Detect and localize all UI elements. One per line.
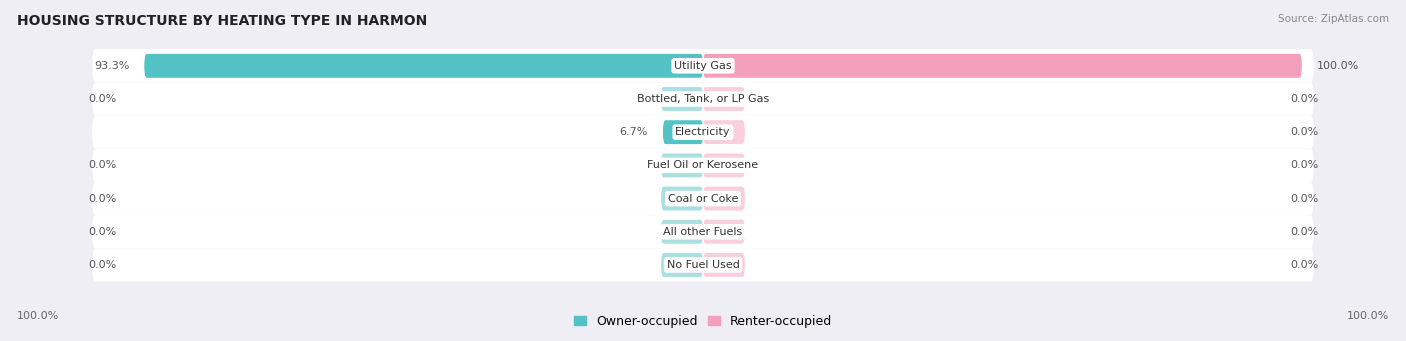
FancyBboxPatch shape bbox=[145, 54, 703, 78]
Text: 0.0%: 0.0% bbox=[1289, 127, 1317, 137]
FancyBboxPatch shape bbox=[661, 87, 703, 111]
FancyBboxPatch shape bbox=[93, 215, 1313, 248]
FancyBboxPatch shape bbox=[703, 253, 745, 277]
Text: 0.0%: 0.0% bbox=[1289, 94, 1317, 104]
Text: Electricity: Electricity bbox=[675, 127, 731, 137]
FancyBboxPatch shape bbox=[703, 187, 745, 210]
FancyBboxPatch shape bbox=[93, 116, 1313, 149]
Text: Coal or Coke: Coal or Coke bbox=[668, 194, 738, 204]
Text: 100.0%: 100.0% bbox=[1317, 61, 1360, 71]
Text: 100.0%: 100.0% bbox=[17, 311, 59, 321]
FancyBboxPatch shape bbox=[661, 153, 703, 177]
Text: 0.0%: 0.0% bbox=[89, 160, 117, 170]
Text: Utility Gas: Utility Gas bbox=[675, 61, 731, 71]
Text: 0.0%: 0.0% bbox=[89, 194, 117, 204]
Text: 93.3%: 93.3% bbox=[94, 61, 129, 71]
Legend: Owner-occupied, Renter-occupied: Owner-occupied, Renter-occupied bbox=[574, 315, 832, 328]
Text: Fuel Oil or Kerosene: Fuel Oil or Kerosene bbox=[647, 160, 759, 170]
FancyBboxPatch shape bbox=[93, 49, 1313, 83]
FancyBboxPatch shape bbox=[703, 220, 745, 244]
Text: 6.7%: 6.7% bbox=[620, 127, 648, 137]
Text: 100.0%: 100.0% bbox=[1347, 311, 1389, 321]
Text: 0.0%: 0.0% bbox=[89, 94, 117, 104]
FancyBboxPatch shape bbox=[661, 220, 703, 244]
FancyBboxPatch shape bbox=[662, 120, 703, 144]
Text: No Fuel Used: No Fuel Used bbox=[666, 260, 740, 270]
Text: HOUSING STRUCTURE BY HEATING TYPE IN HARMON: HOUSING STRUCTURE BY HEATING TYPE IN HAR… bbox=[17, 14, 427, 28]
FancyBboxPatch shape bbox=[703, 54, 1302, 78]
Text: Source: ZipAtlas.com: Source: ZipAtlas.com bbox=[1278, 14, 1389, 24]
Text: Bottled, Tank, or LP Gas: Bottled, Tank, or LP Gas bbox=[637, 94, 769, 104]
FancyBboxPatch shape bbox=[661, 253, 703, 277]
Text: 0.0%: 0.0% bbox=[89, 260, 117, 270]
Text: 0.0%: 0.0% bbox=[1289, 194, 1317, 204]
FancyBboxPatch shape bbox=[93, 149, 1313, 182]
FancyBboxPatch shape bbox=[703, 87, 745, 111]
Text: 0.0%: 0.0% bbox=[1289, 227, 1317, 237]
Text: All other Fuels: All other Fuels bbox=[664, 227, 742, 237]
FancyBboxPatch shape bbox=[93, 182, 1313, 215]
Text: 0.0%: 0.0% bbox=[89, 227, 117, 237]
Text: 0.0%: 0.0% bbox=[1289, 160, 1317, 170]
FancyBboxPatch shape bbox=[703, 120, 745, 144]
FancyBboxPatch shape bbox=[661, 187, 703, 210]
Text: 0.0%: 0.0% bbox=[1289, 260, 1317, 270]
FancyBboxPatch shape bbox=[703, 153, 745, 177]
FancyBboxPatch shape bbox=[93, 83, 1313, 116]
FancyBboxPatch shape bbox=[93, 248, 1313, 282]
